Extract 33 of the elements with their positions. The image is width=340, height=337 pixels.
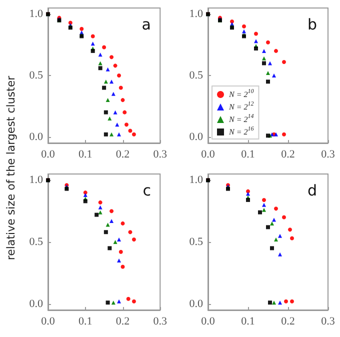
y-tick-label: 0.5	[29, 70, 44, 82]
y-tick-label: 1.0	[189, 8, 204, 20]
x-tick-label: 0.1	[78, 148, 92, 160]
text: c	[142, 182, 152, 200]
x-tick-label: 0.1	[241, 316, 255, 328]
y-tick-label: 0.0	[189, 298, 204, 310]
text: b	[307, 16, 318, 34]
x-tick-label: 0.3	[153, 148, 168, 160]
y-tick-label: 0.0	[29, 298, 44, 310]
x-tick-label: 0.2	[116, 148, 130, 160]
y-axis-title: relative size of the largest cluster	[4, 76, 18, 260]
text: a	[142, 16, 152, 34]
y-tick-label: 0.0	[29, 130, 44, 143]
x-tick-label: 0.3	[153, 316, 168, 328]
text: d	[307, 182, 318, 200]
y-tick-label: 0.5	[189, 70, 204, 82]
x-tick-label: 0.3	[321, 148, 336, 160]
x-tick-label: 0.2	[116, 316, 130, 328]
y-tick-label: 1.0	[29, 174, 44, 186]
x-tick-label: 0.2	[281, 316, 295, 328]
y-tick-label: 0.5	[29, 236, 44, 248]
y-tick-label: 1.0	[189, 174, 204, 186]
x-tick-label: 0.1	[78, 316, 92, 328]
x-tick-label: 0.1	[241, 148, 255, 160]
x-tick-label: 0.0	[41, 316, 56, 328]
y-tick-label: 1.0	[29, 8, 44, 20]
x-tick-label: 0.3	[321, 316, 336, 328]
y-tick-label: 0.5	[189, 236, 204, 248]
y-tick-label: 0.0	[189, 130, 204, 143]
x-tick-label: 0.0	[41, 148, 56, 160]
x-tick-label: 0.2	[281, 148, 295, 160]
x-tick-label: 0.0	[201, 316, 216, 328]
x-tick-label: 0.0	[201, 148, 216, 160]
